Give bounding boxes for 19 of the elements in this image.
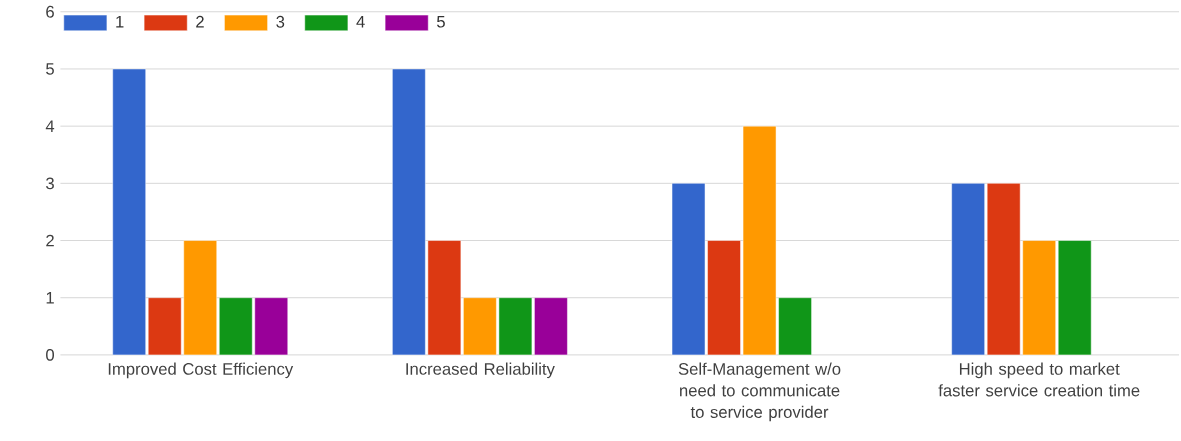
legend-label: 4 <box>356 15 365 28</box>
y-tick-label: 5 <box>46 63 54 75</box>
legend-label: 1 <box>116 15 124 28</box>
bar <box>951 183 985 356</box>
y-tick-label: 0 <box>46 348 55 361</box>
y-tick-label: 3 <box>46 177 54 190</box>
bar <box>1057 240 1092 356</box>
y-tick-label: 6 <box>46 5 54 18</box>
y-tick-label: 1 <box>46 291 54 304</box>
x-tick-label: Self-Management w/o need to communicate to service provider <box>678 362 841 422</box>
x-tick-label: Increased Reliability <box>406 362 555 379</box>
legend-label: 5 <box>437 15 445 28</box>
bar <box>112 68 146 356</box>
x-tick-label: High speed to market faster service creation time <box>938 362 1140 397</box>
legend-label: 2 <box>196 15 204 28</box>
legend-label: 3 <box>276 15 285 28</box>
y-tick-label: 4 <box>45 120 55 132</box>
x-tick-label: Improved Cost Efficiency <box>108 362 294 379</box>
y-tick-label: 2 <box>46 234 54 247</box>
